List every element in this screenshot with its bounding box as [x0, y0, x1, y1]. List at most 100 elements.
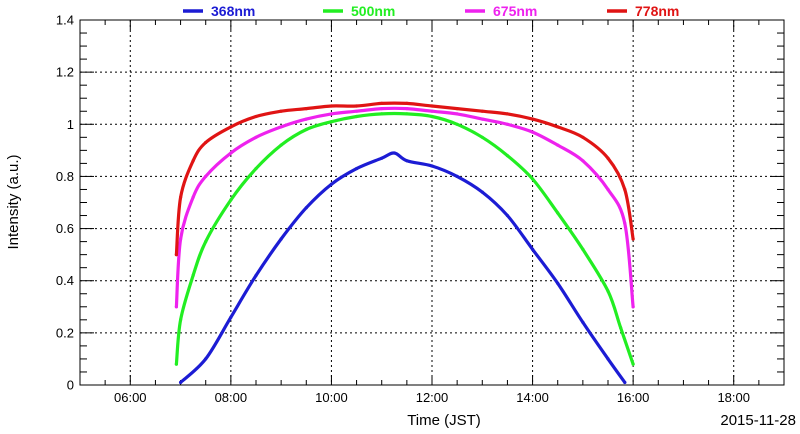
data-point-500nm: [204, 240, 208, 244]
series-line-778nm: [174, 101, 635, 257]
data-point-778nm: [279, 109, 283, 113]
y-axis-title: Intensity (a.u.): [5, 154, 22, 249]
data-point-368nm: [380, 156, 384, 160]
data-point-778nm: [304, 107, 308, 111]
x-tick-label: 08:00: [215, 390, 248, 405]
x-tick-label: 14:00: [516, 390, 549, 405]
data-point-500nm: [329, 120, 333, 124]
data-point-675nm: [279, 125, 283, 129]
data-point-500nm: [174, 362, 178, 366]
data-point-500nm: [606, 289, 610, 293]
y-tick-label: 0.6: [56, 221, 74, 236]
data-point-778nm: [531, 117, 535, 121]
data-point-778nm: [191, 159, 195, 163]
data-point-778nm: [430, 104, 434, 108]
data-point-778nm: [631, 237, 635, 241]
data-point-675nm: [631, 305, 635, 309]
data-point-675nm: [174, 305, 178, 309]
data-point-500nm: [304, 127, 308, 132]
data-point-500nm: [279, 143, 283, 147]
data-point-368nm: [392, 151, 396, 155]
legend: 368nm 500nm 675nm 778nm: [183, 3, 679, 19]
data-point-675nm: [480, 117, 484, 121]
data-point-368nm: [531, 247, 535, 251]
data-point-500nm: [631, 362, 635, 366]
data-point-675nm: [254, 135, 258, 139]
data-point-675nm: [191, 195, 195, 199]
data-point-368nm: [304, 206, 308, 210]
data-point-368nm: [455, 174, 459, 178]
data-point-500nm: [581, 247, 585, 251]
data-point-778nm: [355, 104, 359, 108]
data-point-500nm: [531, 177, 535, 181]
data-point-675nm: [329, 112, 333, 116]
data-point-500nm: [254, 167, 258, 171]
data-point-500nm: [556, 211, 560, 215]
data-point-675nm: [380, 107, 384, 111]
legend-label: 778nm: [635, 3, 679, 19]
series-layer: [174, 101, 635, 384]
y-tick-label: 0.4: [56, 273, 74, 288]
data-point-368nm: [505, 213, 509, 218]
data-point-500nm: [405, 112, 409, 116]
series-line-368nm: [179, 151, 627, 384]
data-point-368nm: [556, 281, 560, 285]
data-point-500nm: [505, 154, 509, 158]
y-tick-label: 0.8: [56, 169, 74, 184]
data-point-778nm: [329, 104, 333, 108]
data-point-675nm: [355, 109, 359, 113]
data-point-500nm: [191, 273, 195, 278]
data-point-368nm: [480, 190, 484, 194]
data-point-368nm: [229, 315, 233, 319]
axis-ticks: [79, 19, 785, 386]
data-point-368nm: [179, 380, 183, 384]
data-point-778nm: [623, 187, 627, 192]
data-point-675nm: [556, 143, 560, 147]
data-point-778nm: [174, 253, 178, 257]
data-point-675nm: [606, 187, 610, 192]
data-point-368nm: [405, 159, 409, 163]
legend-label: 675nm: [493, 3, 537, 19]
data-point-675nm: [623, 221, 627, 225]
data-point-500nm: [179, 318, 183, 322]
data-point-778nm: [405, 101, 409, 105]
data-point-675nm: [430, 109, 434, 113]
legend-label: 500nm: [351, 3, 395, 19]
data-point-368nm: [279, 237, 283, 241]
data-point-778nm: [229, 125, 233, 129]
x-tick-label: 12:00: [416, 390, 449, 405]
data-point-778nm: [505, 112, 509, 116]
data-point-500nm: [430, 114, 434, 119]
data-point-368nm: [430, 164, 434, 168]
data-point-675nm: [505, 122, 509, 126]
data-point-778nm: [254, 114, 258, 119]
data-point-368nm: [355, 167, 359, 171]
legend-label: 368nm: [211, 3, 255, 19]
data-point-368nm: [581, 320, 585, 324]
data-point-368nm: [606, 357, 610, 361]
data-point-368nm: [329, 182, 333, 186]
data-point-778nm: [380, 101, 384, 105]
data-point-675nm: [229, 151, 233, 155]
series-line-500nm: [174, 111, 635, 366]
data-point-675nm: [179, 237, 183, 241]
date-label: 2015-11-28: [720, 412, 796, 429]
data-point-778nm: [556, 125, 560, 129]
data-point-778nm: [480, 109, 484, 113]
y-tick-label: 0.2: [56, 325, 74, 340]
data-point-368nm: [254, 273, 258, 278]
data-point-500nm: [229, 198, 233, 202]
data-point-778nm: [581, 135, 585, 139]
x-tick-label: 10:00: [315, 390, 348, 405]
x-tick-label: 16:00: [617, 390, 650, 405]
y-tick-label: 1.4: [56, 13, 74, 28]
y-tick-label: 1.2: [56, 65, 74, 80]
data-point-778nm: [606, 156, 610, 160]
data-point-500nm: [380, 112, 384, 116]
y-tick-label: 1: [67, 117, 74, 132]
data-point-368nm: [204, 357, 208, 361]
data-point-500nm: [455, 122, 459, 126]
data-point-675nm: [204, 174, 208, 178]
grid: [80, 20, 784, 385]
